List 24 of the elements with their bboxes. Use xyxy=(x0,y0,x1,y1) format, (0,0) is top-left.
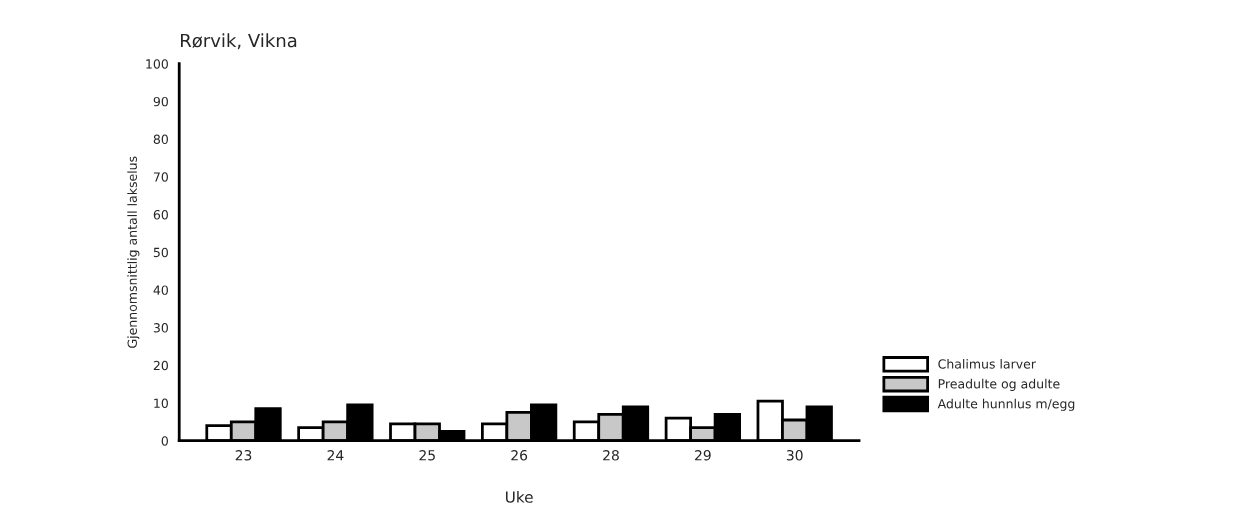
y-tick-label: 0 xyxy=(161,436,168,446)
x-axis-title: Uke xyxy=(506,490,533,503)
legend-label: Chalimus larver xyxy=(938,358,1036,369)
legend-label: Adulte hunnlus m/egg xyxy=(937,398,1075,411)
y-tick-label: 60 xyxy=(153,210,168,220)
x-tick-label: 26 xyxy=(511,450,528,461)
x-tick-label: 30 xyxy=(786,450,803,461)
y-tick-label: 40 xyxy=(153,285,168,295)
chart-title: Rørvik, Vikna xyxy=(180,33,297,50)
x-tick-label: 24 xyxy=(327,450,344,461)
y-tick-label: 70 xyxy=(153,172,168,182)
y-tick-label: 50 xyxy=(153,247,168,258)
y-tick-label: 90 xyxy=(153,96,168,107)
x-tick-label: 28 xyxy=(603,450,619,461)
x-tick-label: 25 xyxy=(419,450,435,461)
y-tick-label: 20 xyxy=(153,360,168,371)
x-tick-label: 23 xyxy=(235,450,252,461)
y-tick-label: 80 xyxy=(153,134,168,145)
y-tick-label: 30 xyxy=(153,323,168,333)
x-tick-label: 29 xyxy=(695,450,711,461)
y-axis-title: Gjennomsnittlig antall lakselus xyxy=(127,156,140,348)
y-tick-label: 100 xyxy=(146,59,168,69)
legend-label: Preadulte og adulte xyxy=(938,378,1060,391)
y-tick-label: 10 xyxy=(154,398,168,408)
